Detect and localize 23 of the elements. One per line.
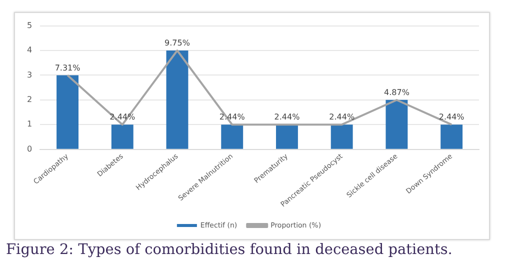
data-label: 2.44% (219, 112, 246, 122)
bar (166, 50, 188, 149)
y-tick-label: 0 (26, 144, 32, 154)
bar (56, 75, 78, 149)
data-label: 2.44% (274, 112, 300, 122)
y-tick-label: 3 (26, 70, 32, 80)
data-label: 4.87% (384, 88, 410, 98)
bar (221, 124, 244, 149)
bar (386, 100, 408, 149)
y-tick-label: 5 (26, 20, 32, 30)
bar (330, 124, 353, 149)
bar (276, 124, 298, 149)
y-tick-label: 1 (26, 120, 32, 129)
y-tick-label: 4 (26, 46, 32, 55)
caption: Figure 2: Types of comorbidities found in deceased patients. (6, 242, 452, 258)
data-label: 7.31% (54, 63, 81, 72)
data-label: 2.44% (438, 112, 465, 122)
data-label: 9.75% (164, 38, 190, 48)
data-label: 2.44% (329, 112, 355, 122)
bar (440, 124, 463, 149)
bar (111, 124, 134, 149)
data-label: 2.44% (110, 112, 136, 122)
y-tick-label: 2 (26, 94, 32, 104)
